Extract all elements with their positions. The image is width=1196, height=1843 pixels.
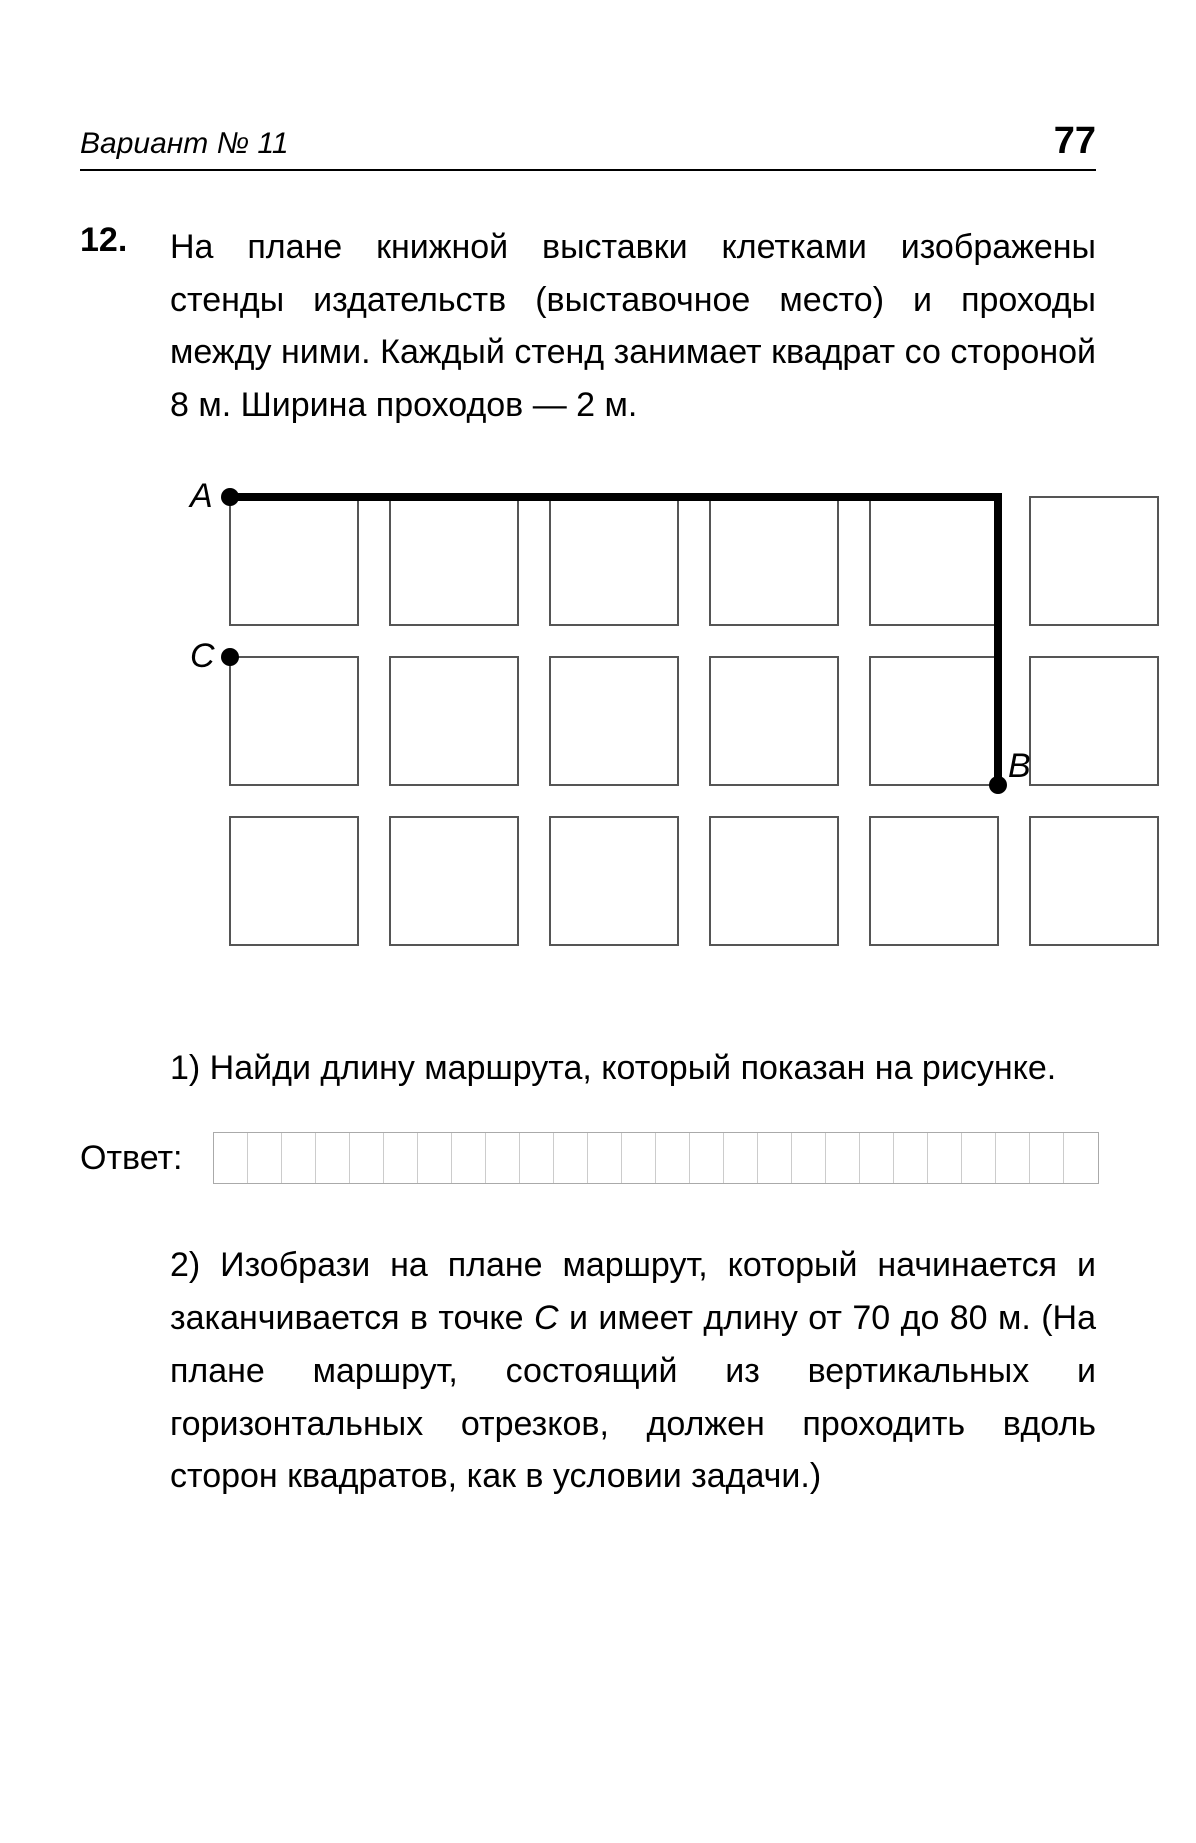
diagram-container: A C B [170, 477, 1096, 1002]
answer-cell[interactable] [520, 1133, 554, 1183]
answer-cell[interactable] [282, 1133, 316, 1183]
answer-cell[interactable] [928, 1133, 962, 1183]
answer-cell[interactable] [418, 1133, 452, 1183]
question-2: 2) Изобрази на плане маршрут, который на… [170, 1239, 1096, 1502]
answer-cell[interactable] [826, 1133, 860, 1183]
answer-cell[interactable] [214, 1133, 248, 1183]
variant-label: Вариант № 11 [80, 127, 289, 161]
answer-cell[interactable] [758, 1133, 792, 1183]
answer-cell[interactable] [350, 1133, 384, 1183]
answer-cell[interactable] [996, 1133, 1030, 1183]
problem-text: На плане книжной выставки клетками изобр… [170, 221, 1096, 432]
svg-text:A: A [188, 477, 213, 515]
answer-cell[interactable] [248, 1133, 282, 1183]
page-number: 77 [1054, 120, 1096, 163]
answer-cell[interactable] [1064, 1133, 1098, 1183]
answer-cell[interactable] [1030, 1133, 1064, 1183]
page-header: Вариант № 11 77 [80, 120, 1096, 171]
svg-text:B: B [1008, 747, 1031, 785]
answer-cell[interactable] [724, 1133, 758, 1183]
answer-cell[interactable] [452, 1133, 486, 1183]
answer-cell[interactable] [792, 1133, 826, 1183]
answer-cell[interactable] [622, 1133, 656, 1183]
answer-grid[interactable] [213, 1132, 1099, 1184]
q2-point-c: С [534, 1299, 559, 1337]
answer-cell[interactable] [962, 1133, 996, 1183]
svg-text:C: C [190, 637, 215, 675]
question-1: 1) Найди длину маршрута, который показан… [170, 1042, 1096, 1095]
answer-cell[interactable] [316, 1133, 350, 1183]
answer-cell[interactable] [656, 1133, 690, 1183]
answer-cell[interactable] [554, 1133, 588, 1183]
page: Вариант № 11 77 12. На плане книжной выс… [0, 0, 1196, 1843]
grid-plan-diagram: A C B [170, 477, 1196, 997]
answer-cell[interactable] [486, 1133, 520, 1183]
answer-cell[interactable] [690, 1133, 724, 1183]
answer-label: Ответ: [80, 1139, 183, 1178]
problem-number: 12. [80, 221, 140, 432]
answer-cell[interactable] [588, 1133, 622, 1183]
problem-block: 12. На плане книжной выставки клетками и… [80, 221, 1096, 432]
answer-row: Ответ: [80, 1132, 1096, 1184]
answer-cell[interactable] [384, 1133, 418, 1183]
answer-cell[interactable] [894, 1133, 928, 1183]
answer-cell[interactable] [860, 1133, 894, 1183]
